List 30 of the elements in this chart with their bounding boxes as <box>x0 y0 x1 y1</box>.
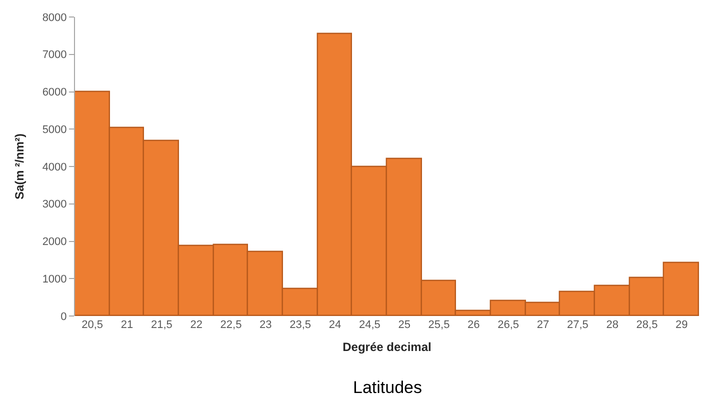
y-tick-label: 1000 <box>42 273 67 286</box>
x-tick-label: 23,5 <box>290 319 312 331</box>
x-tick-label: 22,5 <box>220 319 242 331</box>
x-tick-label: 25,5 <box>428 319 450 331</box>
y-axis-title: Sa(m ²/nm²) <box>12 133 27 200</box>
y-tick-label: 2000 <box>42 236 67 248</box>
x-tick-label: 23 <box>260 319 272 331</box>
y-tick-label: 3000 <box>42 198 67 211</box>
x-tick-label: 28,5 <box>636 319 658 331</box>
x-tick-label: 24,5 <box>358 319 380 331</box>
x-tick-label: 26 <box>468 319 480 331</box>
x-tick-label: 29 <box>676 319 688 331</box>
text: Latitudes <box>353 378 422 397</box>
x-axis-title: Degrée decimal <box>342 340 432 354</box>
y-tick-label: 7000 <box>42 49 67 62</box>
x-tick-label: 24 <box>328 319 342 331</box>
x-tick-label: 20,5 <box>82 319 104 331</box>
x-tick-label: 27 <box>536 319 550 331</box>
y-tick-label: 4000 <box>42 161 67 174</box>
y-tick-label: 6000 <box>42 86 67 99</box>
x-tick-label: 26,5 <box>498 319 520 331</box>
x-tick-label: 25 <box>398 319 410 331</box>
y-tick-label: 8000 <box>42 12 67 24</box>
x-tick-label: 28 <box>606 319 618 331</box>
y-tick-label: 5000 <box>42 124 67 136</box>
x-tick-label: 22 <box>190 319 202 331</box>
x-tick-label: 21,5 <box>150 319 172 331</box>
x-tick-label: 21 <box>120 319 134 331</box>
y-tick-label: 0 <box>60 310 67 323</box>
x-tick-label: 27,5 <box>566 319 588 331</box>
